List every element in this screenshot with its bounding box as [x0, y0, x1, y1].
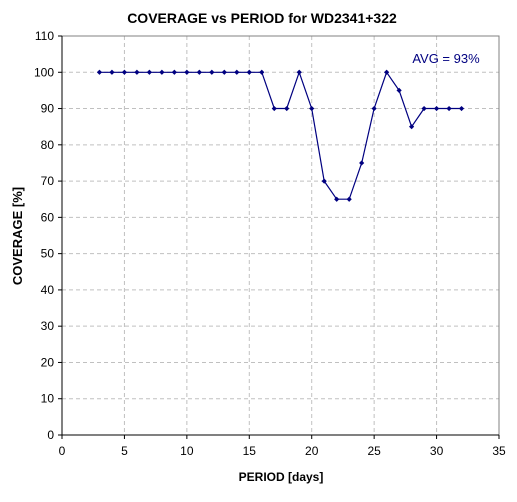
data-point — [296, 69, 302, 75]
data-point — [271, 105, 277, 112]
data-point — [346, 196, 352, 202]
x-tick-label: 35 — [492, 444, 506, 458]
data-point — [196, 69, 202, 75]
data-point — [221, 69, 227, 75]
y-axis-label: COVERAGE [%] — [10, 187, 25, 285]
data-point — [259, 69, 265, 75]
y-tick-label: 50 — [41, 247, 55, 261]
average-annotation: AVG = 93% — [412, 51, 480, 66]
data-point — [134, 69, 140, 75]
y-tick-label: 110 — [35, 29, 54, 43]
x-tick-label: 10 — [180, 444, 194, 458]
y-tick-label: 0 — [47, 428, 54, 442]
y-tick-label: 90 — [41, 102, 55, 116]
y-tick-label: 70 — [41, 174, 55, 188]
y-tick-label: 10 — [41, 392, 55, 406]
axes — [58, 35, 500, 439]
chart-title: COVERAGE vs PERIOD for WD2341+322 — [127, 10, 397, 26]
data-point — [109, 69, 115, 75]
gridlines — [62, 36, 499, 435]
data-point — [121, 69, 128, 75]
data-point — [309, 105, 315, 112]
data-point — [396, 87, 402, 94]
y-tick-label: 80 — [41, 138, 55, 152]
tick-labels: 0 5 10 15 20 25 30 35 0 10 20 30 40 50 60 70 80 90 100 110 — [34, 29, 506, 458]
y-tick-label: 100 — [34, 65, 54, 79]
data-point — [384, 69, 390, 75]
coverage-line — [99, 70, 462, 200]
data-point — [209, 69, 215, 75]
data-point — [321, 178, 327, 184]
plot-area — [61, 35, 500, 436]
y-tick-label: 20 — [41, 355, 55, 369]
data-point — [284, 105, 290, 112]
x-tick-label: 0 — [59, 444, 66, 458]
data-point — [159, 69, 165, 75]
series-layer — [96, 69, 465, 202]
y-tick-label: 40 — [41, 283, 55, 297]
data-point — [171, 69, 177, 75]
data-point — [246, 69, 252, 75]
x-tick-label: 30 — [430, 444, 444, 458]
data-point — [371, 105, 377, 112]
y-tick-label: 30 — [41, 319, 55, 333]
x-axis-label: PERIOD [days] — [239, 470, 324, 484]
data-point — [421, 105, 427, 112]
x-tick-label: 25 — [367, 444, 381, 458]
data-point — [334, 196, 340, 202]
data-point — [359, 160, 365, 166]
data-point — [234, 69, 240, 75]
data-point — [96, 69, 103, 75]
x-tick-label: 15 — [243, 444, 257, 458]
data-point — [146, 69, 152, 75]
y-tick-label: 60 — [41, 210, 55, 224]
x-tick-label: 20 — [305, 444, 319, 458]
data-point — [446, 105, 452, 112]
data-point — [458, 105, 465, 112]
data-point — [184, 69, 190, 75]
data-point — [409, 124, 415, 130]
data-point — [433, 105, 440, 112]
x-tick-label: 5 — [121, 444, 128, 458]
